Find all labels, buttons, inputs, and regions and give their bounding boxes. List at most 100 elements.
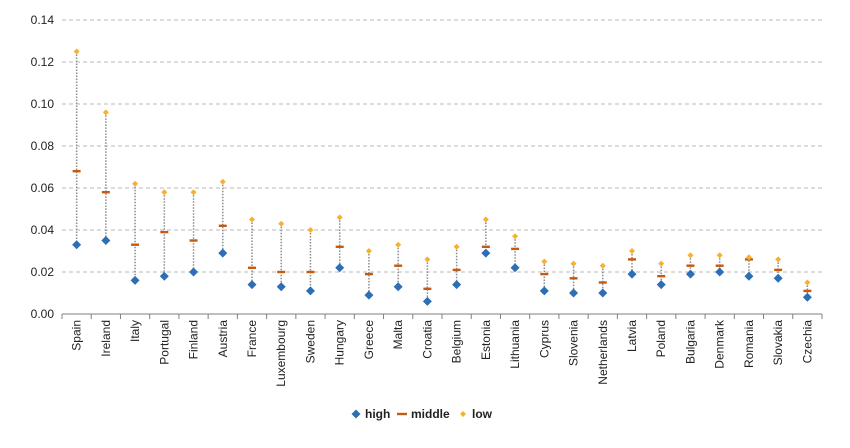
high-point bbox=[481, 248, 491, 258]
x-tick-label: Ireland bbox=[99, 320, 113, 357]
high-point bbox=[305, 286, 315, 296]
high-point bbox=[72, 240, 82, 250]
x-tick-label: Bulgaria bbox=[683, 320, 697, 364]
middle-point bbox=[364, 272, 373, 276]
high-point bbox=[569, 288, 579, 298]
plot-area bbox=[72, 48, 812, 306]
low-point bbox=[278, 220, 285, 227]
middle-point bbox=[335, 245, 344, 248]
low-point bbox=[424, 256, 431, 263]
middle-point bbox=[598, 281, 607, 284]
middle-point bbox=[248, 266, 256, 269]
low-point bbox=[73, 48, 80, 55]
low-point bbox=[775, 256, 782, 263]
high-point bbox=[393, 282, 403, 292]
middle-point bbox=[72, 170, 81, 173]
low-point bbox=[570, 260, 577, 267]
middle-point bbox=[657, 275, 666, 278]
middle-point bbox=[628, 258, 636, 261]
low-point bbox=[161, 189, 168, 196]
x-tick-label: Latvia bbox=[625, 320, 639, 352]
x-tick-label: Belgium bbox=[450, 320, 464, 363]
high-point bbox=[218, 248, 228, 258]
low-point bbox=[629, 248, 635, 254]
high-point bbox=[656, 280, 666, 290]
middle-point bbox=[101, 191, 110, 194]
low-point bbox=[804, 279, 811, 286]
x-tick-label: Austria bbox=[216, 320, 230, 358]
x-tick-label: Croatia bbox=[420, 320, 434, 359]
high-point bbox=[101, 236, 111, 245]
x-tick-label: Netherlands bbox=[596, 320, 610, 385]
low-point bbox=[395, 241, 402, 248]
y-axis: 0.00 0.02 0.04 0.06 0.08 0.10 0.12 0.14 bbox=[31, 13, 55, 321]
x-tick-label: Estonia bbox=[479, 320, 493, 360]
middle-point bbox=[686, 264, 695, 267]
x-tick-label: Greece bbox=[362, 320, 376, 360]
x-tick-label: Italy bbox=[128, 320, 142, 342]
gridlines bbox=[62, 19, 822, 273]
high-point bbox=[335, 263, 345, 273]
high-point bbox=[130, 275, 140, 285]
middle-point bbox=[218, 224, 227, 227]
x-tick-label: Romania bbox=[742, 320, 756, 368]
low-point bbox=[102, 109, 109, 116]
low-point bbox=[512, 233, 519, 240]
middle-point bbox=[481, 245, 490, 248]
middle-point bbox=[131, 243, 140, 246]
x-tick-label: Hungary bbox=[333, 320, 347, 365]
high-point bbox=[189, 267, 199, 277]
legend-marker-middle bbox=[397, 412, 407, 416]
low-point bbox=[658, 260, 665, 267]
y-tick-label: 0.06 bbox=[31, 181, 55, 195]
low-point bbox=[716, 252, 723, 259]
middle-point bbox=[277, 270, 286, 274]
middle-point bbox=[306, 270, 315, 274]
middle-point bbox=[394, 264, 403, 267]
legend-label: middle bbox=[411, 407, 450, 421]
x-tick-label: Slovenia bbox=[567, 320, 581, 366]
high-point bbox=[802, 292, 812, 302]
middle-point bbox=[715, 264, 724, 267]
middle-point bbox=[540, 272, 549, 276]
low-point bbox=[687, 252, 694, 259]
high-point bbox=[422, 296, 432, 306]
legend: high middle low bbox=[351, 407, 493, 421]
y-tick-label: 0.14 bbox=[31, 13, 55, 27]
x-tick-label: Slovakia bbox=[771, 320, 785, 366]
low-point bbox=[190, 189, 197, 196]
high-point bbox=[247, 280, 257, 290]
y-tick-label: 0.12 bbox=[31, 55, 55, 69]
x-tick-label: France bbox=[245, 320, 259, 358]
x-tick-label: Czechia bbox=[800, 320, 814, 364]
y-tick-label: 0.00 bbox=[31, 307, 55, 321]
y-tick-label: 0.10 bbox=[31, 97, 55, 111]
x-axis: Spain Ireland Italy Portugal Finland Austria F… bbox=[61, 313, 823, 387]
middle-point bbox=[803, 289, 812, 293]
low-point bbox=[249, 216, 255, 223]
middle-point bbox=[423, 287, 432, 290]
y-tick-label: 0.08 bbox=[31, 139, 55, 153]
x-tick-label: Sweden bbox=[303, 320, 317, 363]
legend-marker-low bbox=[460, 411, 466, 417]
middle-point bbox=[569, 277, 578, 280]
low-point bbox=[599, 262, 606, 269]
low-point bbox=[336, 214, 343, 221]
high-point bbox=[364, 290, 374, 300]
high-point bbox=[276, 282, 286, 292]
low-point bbox=[745, 254, 752, 261]
legend-marker-high bbox=[351, 409, 361, 419]
high-point bbox=[627, 269, 637, 279]
x-tick-label: Finland bbox=[187, 320, 201, 359]
middle-point bbox=[452, 268, 461, 272]
low-point bbox=[365, 248, 372, 254]
middle-point bbox=[160, 230, 169, 234]
x-tick-label: Luxembourg bbox=[274, 320, 288, 387]
x-tick-label: Lithuania bbox=[508, 320, 522, 369]
legend-label: high bbox=[365, 407, 390, 421]
high-point bbox=[744, 271, 754, 281]
x-tick-label: Malta bbox=[391, 320, 405, 350]
middle-point bbox=[774, 268, 783, 272]
low-point bbox=[219, 178, 226, 185]
